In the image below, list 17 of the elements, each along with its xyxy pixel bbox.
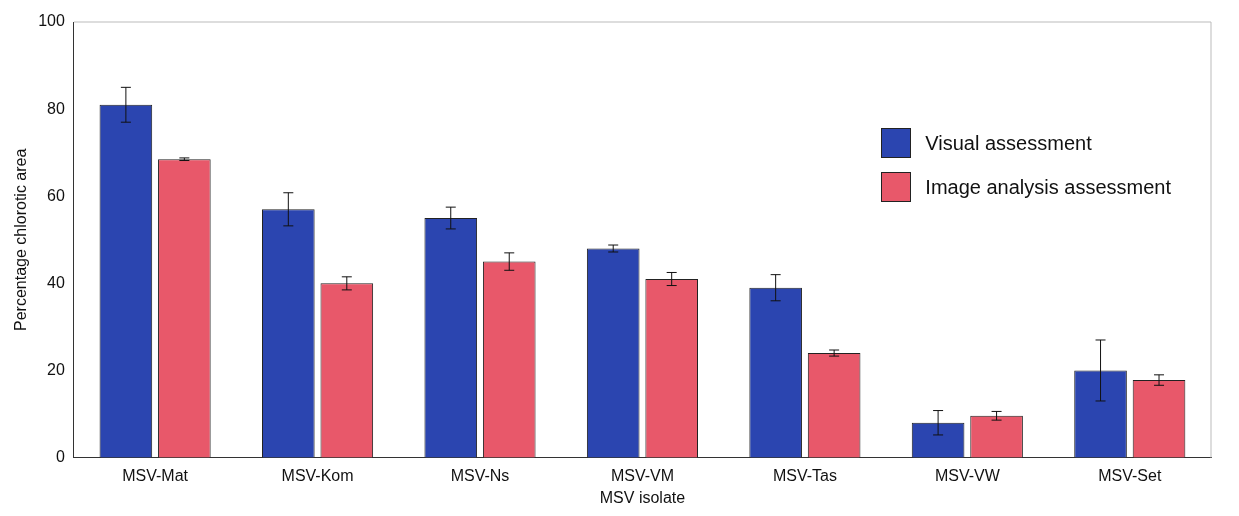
legend-label: Image analysis assessment: [925, 175, 1171, 199]
x-tick-label: MSV-Set: [1098, 466, 1162, 484]
y-tick-label: 20: [47, 360, 65, 378]
legend-label: Visual assessment: [925, 131, 1092, 155]
y-tick-label: 60: [47, 186, 65, 204]
x-tick-label: MSV-VM: [610, 466, 675, 484]
y-axis-title: Percentage chlorotic area: [12, 148, 30, 331]
x-axis-title: MSV isolate: [599, 488, 686, 506]
y-tick-label: 40: [47, 273, 65, 291]
x-tick-label: MSV-Tas: [772, 466, 837, 484]
y-tick-label: 100: [38, 12, 65, 30]
x-tick-label: MSV-Ns: [450, 466, 510, 484]
x-tick-label: MSV-Kom: [281, 466, 354, 484]
x-tick-label: MSV-VW: [934, 466, 1001, 484]
y-tick-label: 0: [55, 448, 65, 466]
y-tick-label: 80: [47, 99, 65, 117]
x-tick-label: MSV-Mat: [122, 466, 189, 484]
